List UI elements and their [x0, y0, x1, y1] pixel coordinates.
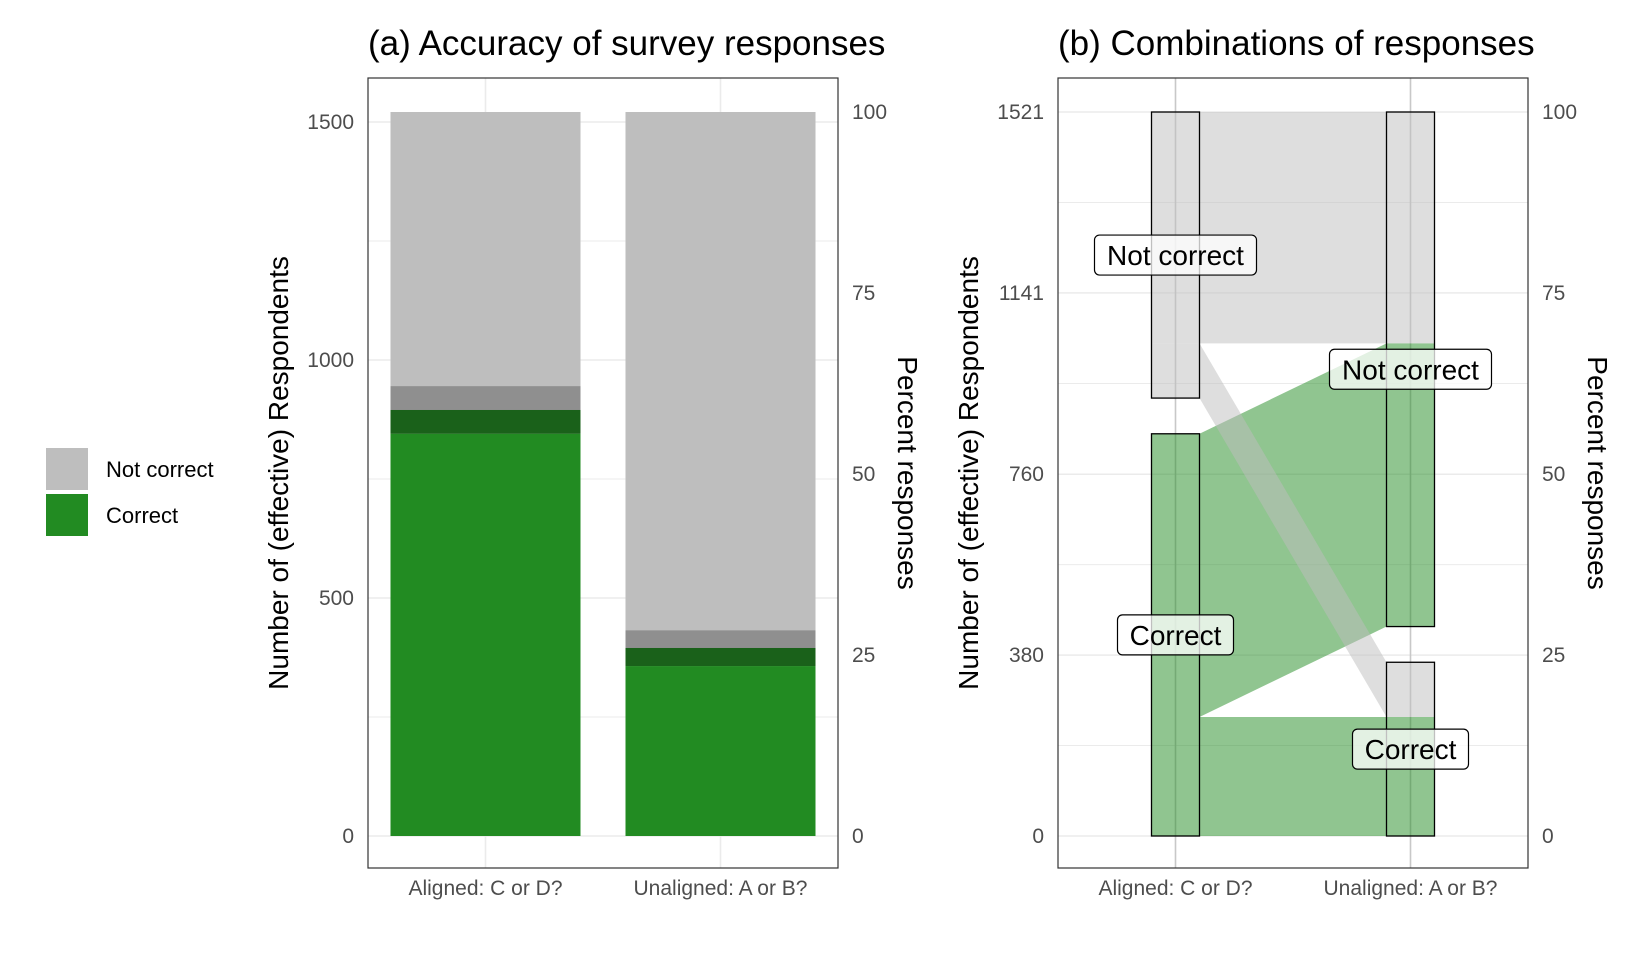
panel-a-frame: [367, 77, 839, 869]
panel-b-y-tick-right: 100: [1542, 101, 1577, 124]
panel-b-y-tick: 0: [1032, 825, 1044, 848]
panel-b-x-tick-unaligned-a-or-b: Unaligned: A or B?: [1324, 877, 1498, 900]
stratum-label-text: Correct: [1130, 620, 1222, 651]
panel-a-y-tick: 500: [319, 587, 354, 610]
stratum-label-text: Not correct: [1107, 240, 1244, 271]
panel-a-ylabel: Number of (effective) Respondents: [263, 256, 294, 690]
legend-swatch-correct: [46, 494, 88, 536]
panel-a-y-tick: 0: [342, 825, 354, 848]
stratum-label-box: [1093, 234, 1258, 276]
panel-a-title: (a) Accuracy of survey responses: [368, 24, 885, 63]
panel-b-flows: [1151, 112, 1435, 836]
stratum-label-aligned-c-or-d-not-correct: Not correct: [1093, 234, 1258, 276]
stratum-label-text: Not correct: [1342, 354, 1479, 385]
panel-b-y-tick-right: 50: [1542, 463, 1565, 486]
stratum-label-box: [1351, 728, 1470, 770]
panel-b-y-tick: 380: [1009, 644, 1044, 667]
panel-a-y-tick-right: 25: [852, 644, 875, 667]
panel-b-y-tick-right: 75: [1542, 282, 1565, 305]
legend: Not correct Correct: [46, 448, 214, 536]
panel-b: (b) Combinations of responses Aligned: C…: [953, 24, 1613, 900]
panel-b-frame: [1057, 77, 1529, 869]
panel-b-y-tick: 760: [1009, 463, 1044, 486]
stratum-label-unaligned-a-or-b-correct: Correct: [1351, 728, 1470, 770]
stratum-label-unaligned-a-or-b-not-correct: Not correct: [1328, 348, 1493, 390]
flow-not-correct-to-correct: [1151, 343, 1435, 717]
bar-correct-aligned-c-or-d: [390, 433, 581, 836]
panel-b-y-tick-right: 25: [1542, 644, 1565, 667]
panel-b-ticks: Aligned: C or D? Unaligned: A or B? 0 380 76…: [997, 101, 1577, 900]
panel-b-x-tick-aligned-c-or-d: Aligned: C or D?: [1098, 877, 1252, 900]
bar-uncertainty-upper-aligned-c-or-d: [390, 386, 581, 410]
panel-a: (a) Accuracy of survey responses Aligned…: [263, 24, 923, 900]
panel-b-y-tick-right: 0: [1542, 825, 1554, 848]
bar-uncertainty-lower-aligned-c-or-d: [390, 409, 581, 434]
stratum-label-aligned-c-or-d-correct: Correct: [1116, 614, 1235, 656]
panel-b-ylabel: Number of (effective) Respondents: [953, 256, 984, 690]
stratum-label-text: Correct: [1365, 734, 1457, 765]
panel-a-y-tick-right: 0: [852, 825, 864, 848]
panel-a-y-tick-right: 100: [852, 101, 887, 124]
panel-a-y-tick-right: 75: [852, 282, 875, 305]
panel-a-x-tick-unaligned-a-or-b: Unaligned: A or B?: [634, 877, 808, 900]
panel-a-bars: [390, 112, 816, 836]
flow-not-correct-to-not-correct: [1151, 112, 1435, 344]
bar-uncertainty-lower-unaligned-a-or-b: [625, 647, 816, 667]
bar-correct-unaligned-a-or-b: [625, 666, 816, 836]
panel-b-y-tick: 1141: [999, 282, 1044, 305]
panel-b-ylabel-right: Percent responses: [1582, 356, 1613, 589]
panel-b-title: (b) Combinations of responses: [1058, 24, 1535, 63]
panel-a-y-tick: 1500: [307, 111, 354, 134]
legend-label-correct: Correct: [106, 503, 178, 528]
legend-swatch-not-correct: [46, 448, 88, 490]
legend-label-not-correct: Not correct: [106, 457, 214, 482]
panel-b-stratum-labels: Correct Not correct Correct Not correct: [1093, 234, 1493, 770]
panel-a-ylabel-right: Percent responses: [892, 356, 923, 589]
stratum-label-box: [1116, 614, 1235, 656]
panel-b-y-tick: 1521: [997, 101, 1044, 124]
panel-a-y-tick: 1000: [307, 349, 354, 372]
panel-a-ticks: Aligned: C or D? Unaligned: A or B?050010…: [307, 101, 887, 900]
panel-a-x-tick-aligned-c-or-d: Aligned: C or D?: [408, 877, 562, 900]
panel-a-y-tick-right: 50: [852, 463, 875, 486]
stratum-label-box: [1328, 348, 1493, 390]
bar-uncertainty-upper-unaligned-a-or-b: [625, 630, 816, 648]
